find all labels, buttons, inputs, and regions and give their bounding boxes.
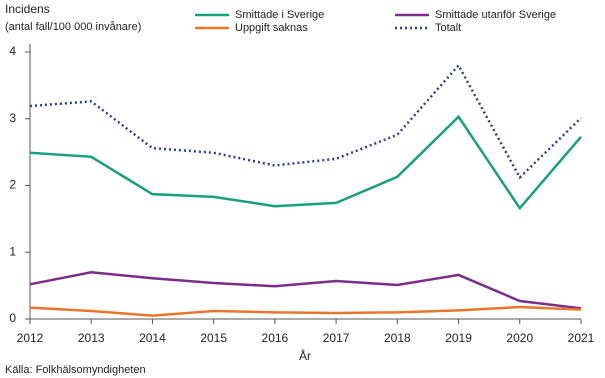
source-note: Källa: Folkhälsomyndigheten [5,364,146,376]
x-tick-label: 2019 [445,331,472,345]
x-tick-label: 2021 [568,331,595,345]
legend-label: Smittade i Sverige [235,9,324,21]
x-tick-label: 2018 [384,331,411,345]
x-tick-label: 2015 [200,331,227,345]
y-axis-title: Incidens [5,2,50,16]
y-axis-subtitle: (antal fall/100 000 invånare) [5,21,141,33]
x-tick-label: 2017 [323,331,350,345]
x-tick-label: 2014 [139,331,166,345]
legend-label: Smittade utanför Sverige [435,9,556,21]
y-tick-label: 2 [9,178,16,192]
y-tick-label: 3 [9,111,16,125]
x-tick-label: 2012 [17,331,44,345]
series-line [29,114,582,211]
legend-label: Uppgift saknas [235,22,308,34]
series-line [29,305,582,317]
y-tick-label: 0 [9,311,16,325]
y-tick-label: 1 [9,244,16,258]
x-axis-title: År [299,348,311,363]
y-tick-label: 4 [9,44,16,58]
x-tick-label: 2016 [262,331,289,345]
series-line [29,271,582,310]
legend-label: Totalt [435,22,461,34]
x-tick-label: 2013 [78,331,105,345]
series-line [29,63,582,180]
x-tick-label: 2020 [506,331,533,345]
